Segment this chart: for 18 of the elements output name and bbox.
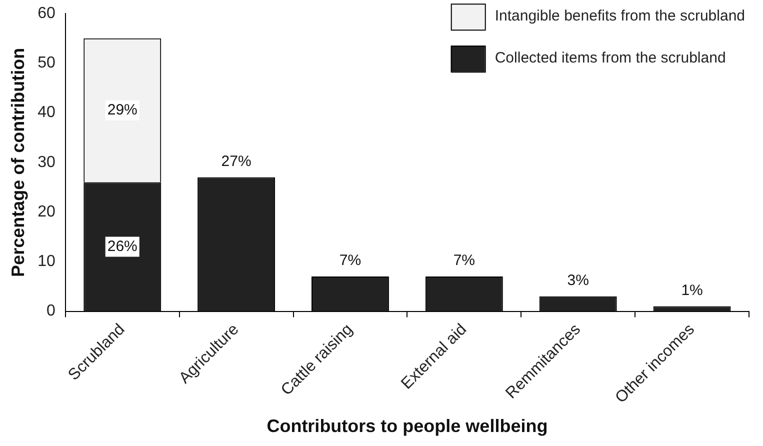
y-tick-label: 20 [38, 203, 56, 220]
legend-label: Intangible benefits from the scrubland [494, 8, 746, 25]
data-label: 27% [221, 152, 252, 170]
y-tick-label: 0 [46, 302, 56, 320]
y-tick-label: 30 [38, 154, 56, 171]
y-tick-label: 50 [38, 54, 56, 72]
data-label: 7% [339, 252, 362, 270]
legend-label: Collected items from the scrubland [494, 50, 726, 67]
y-tick-label: 60 [38, 5, 56, 22]
y-axis-title: Percentage of contribution [8, 48, 28, 277]
x-axis-title: Contributors to people wellbeing [266, 416, 548, 436]
y-tick-label: 40 [38, 104, 56, 122]
data-label: 3% [567, 272, 589, 290]
data-label: 7% [453, 252, 476, 270]
data-label: 29% [107, 101, 138, 118]
y-tick-label: 10 [38, 253, 56, 270]
data-label: 26% [107, 238, 138, 255]
data-label: 1% [681, 282, 703, 299]
